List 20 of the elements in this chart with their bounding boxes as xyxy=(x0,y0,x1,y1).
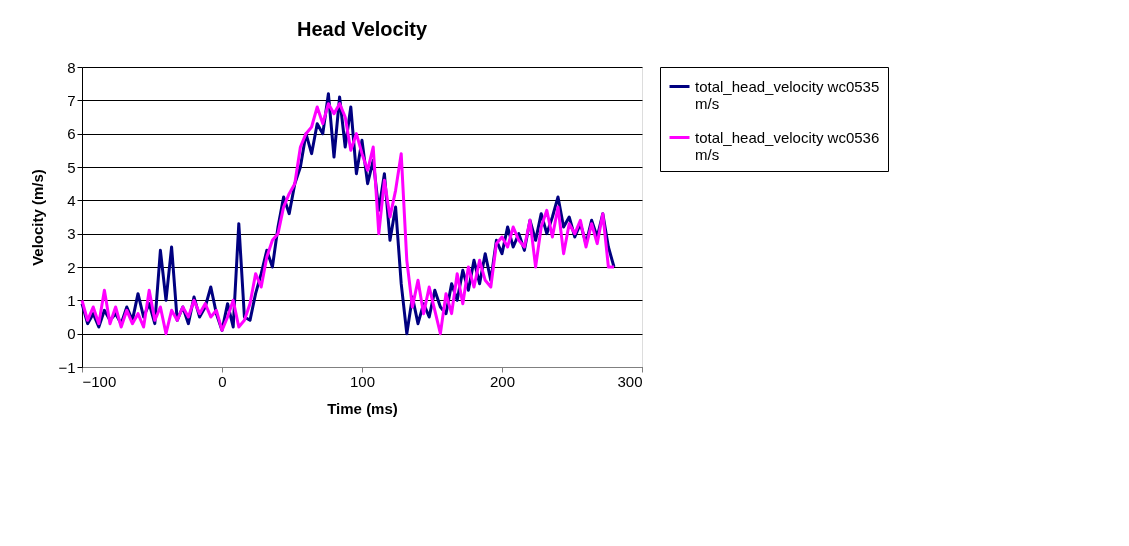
y-tick-label: −1 xyxy=(58,358,76,376)
y-tick-label: 4 xyxy=(67,191,76,209)
legend-label: total_head_velocity wc0535 m/s xyxy=(695,77,880,112)
y-tick-label: 6 xyxy=(67,125,76,143)
x-tick-label: 100 xyxy=(349,372,376,390)
y-tick-label: 2 xyxy=(67,258,76,276)
y-tick-label: 3 xyxy=(67,225,76,243)
y-tick-label: 1 xyxy=(67,291,76,309)
x-tick-label: 200 xyxy=(489,372,516,390)
y-tick-label: 7 xyxy=(67,91,76,109)
x-axis-title: Time (ms) xyxy=(327,399,398,417)
y-tick-label: 5 xyxy=(67,158,76,176)
y-tick-label: 0 xyxy=(67,325,76,343)
y-tick-label: 8 xyxy=(67,58,76,76)
x-tick-label: 0 xyxy=(218,372,227,390)
chart-title: Head Velocity xyxy=(296,18,428,40)
x-tick-label: 300 xyxy=(617,372,643,390)
legend-label: total_head_velocity wc0536 m/s xyxy=(695,128,880,163)
y-axis-title: Velocity (m/s) xyxy=(29,169,47,266)
x-tick-label: −100 xyxy=(82,372,117,390)
